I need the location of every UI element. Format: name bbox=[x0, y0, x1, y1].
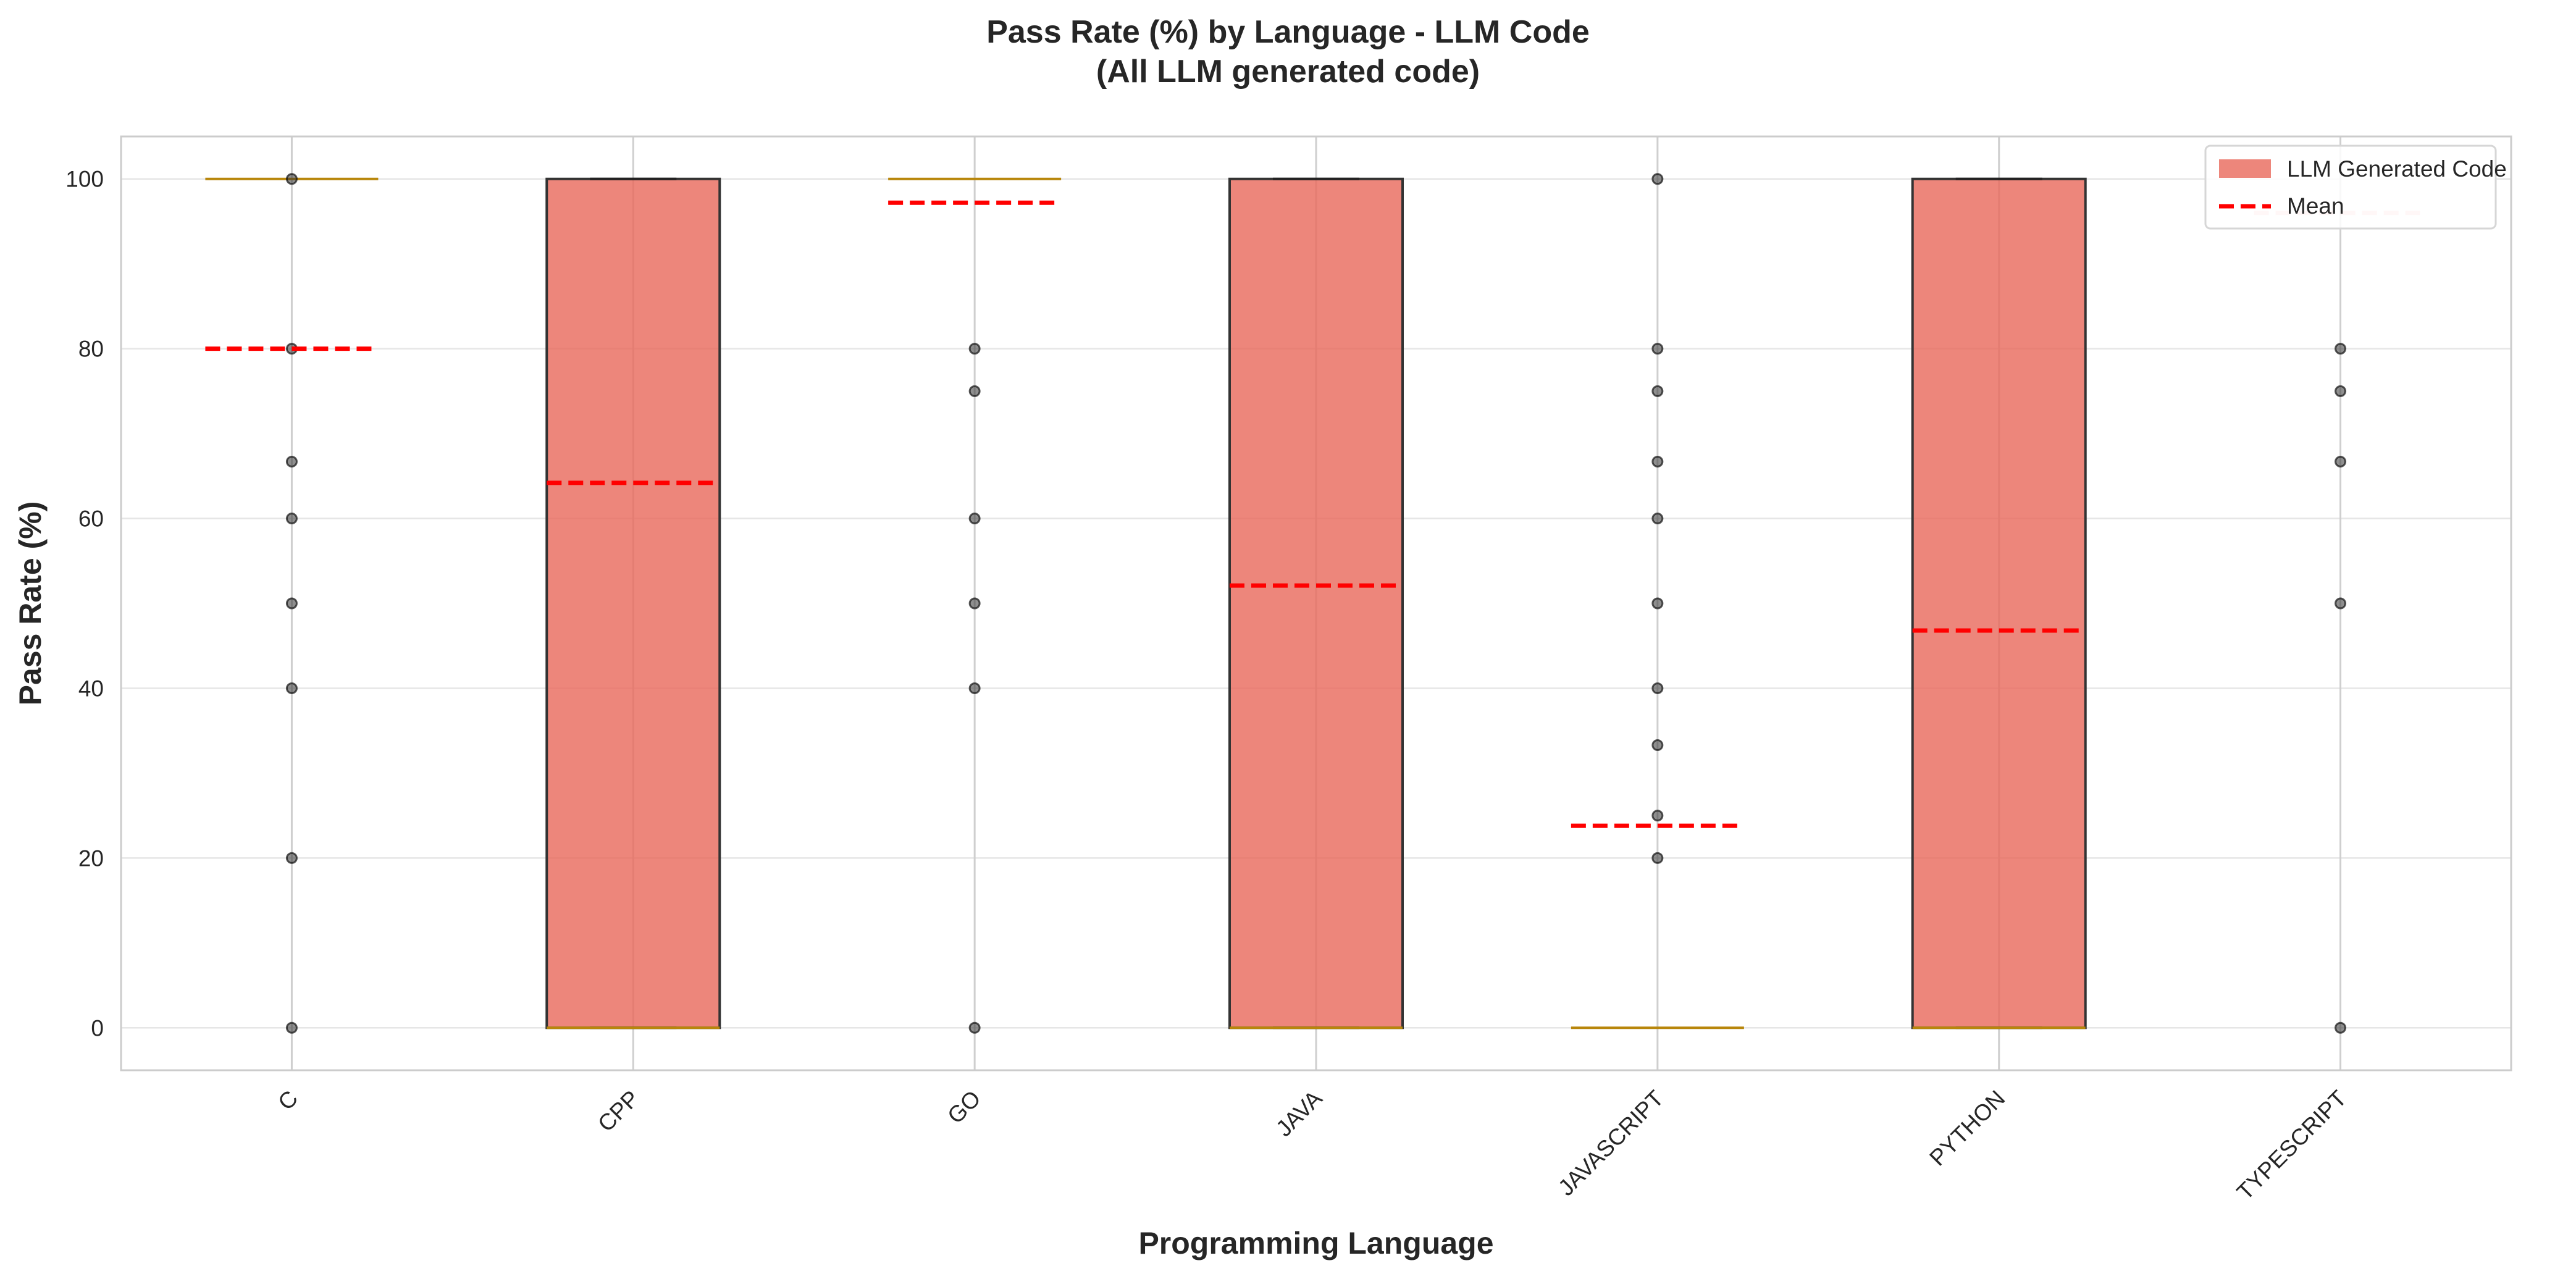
outlier-point bbox=[285, 455, 298, 468]
outlier-point bbox=[1651, 385, 1664, 397]
outlier-point bbox=[2335, 1021, 2347, 1034]
y-tick-label: 100 bbox=[65, 167, 104, 192]
legend-box bbox=[2204, 145, 2497, 230]
legend-label-mean: Mean bbox=[2287, 193, 2344, 219]
outlier-point bbox=[1651, 455, 1664, 468]
outlier-point bbox=[285, 682, 298, 694]
y-tick-label: 0 bbox=[91, 1015, 104, 1041]
legend-label-box: LLM Generated Code bbox=[2287, 156, 2507, 182]
x-tick-label-java: JAVA bbox=[1271, 1085, 1327, 1141]
outlier-point bbox=[285, 852, 298, 864]
outlier-point bbox=[1651, 682, 1664, 694]
outlier-point bbox=[285, 513, 298, 525]
outlier-point bbox=[968, 597, 981, 610]
box-cpp bbox=[545, 177, 721, 1029]
x-tick-label-go: GO bbox=[942, 1086, 986, 1129]
x-tick-label-javascript: JAVASCRIPT bbox=[1553, 1086, 1668, 1201]
chart-title: Pass Rate (%) by Language - LLM Code bbox=[986, 14, 1590, 50]
box-java bbox=[1228, 177, 1404, 1029]
x-tick-label-cpp: CPP bbox=[593, 1086, 644, 1137]
outlier-point bbox=[968, 385, 981, 397]
outlier-point bbox=[1651, 343, 1664, 355]
outlier-point bbox=[1651, 739, 1664, 752]
outlier-point bbox=[968, 1021, 981, 1034]
outlier-point bbox=[285, 173, 298, 185]
outlier-point bbox=[285, 1021, 298, 1034]
x-axis-title: Programming Language bbox=[1138, 1226, 1493, 1260]
y-tick-label: 40 bbox=[78, 676, 104, 701]
box-python bbox=[1911, 177, 2087, 1029]
outlier-point bbox=[2335, 455, 2347, 468]
outlier-point bbox=[1651, 513, 1664, 525]
chart-subtitle: (All LLM generated code) bbox=[1096, 54, 1480, 90]
axes-frame bbox=[120, 135, 2512, 1071]
y-tick-label: 20 bbox=[78, 845, 104, 871]
outlier-point bbox=[285, 597, 298, 610]
outlier-point bbox=[1651, 852, 1664, 864]
x-tick-label-c: C bbox=[273, 1086, 303, 1115]
outlier-point bbox=[1651, 173, 1664, 185]
outlier-point bbox=[1651, 597, 1664, 610]
outlier-point bbox=[2335, 343, 2347, 355]
outlier-point bbox=[968, 513, 981, 525]
y-axis-title: Pass Rate (%) bbox=[13, 501, 48, 706]
outlier-point bbox=[2335, 597, 2347, 610]
outlier-point bbox=[968, 682, 981, 694]
x-tick-label-python: PYTHON bbox=[1924, 1086, 2010, 1171]
x-tick-label-typescript: TYPESCRIPT bbox=[2232, 1086, 2351, 1205]
outlier-point bbox=[968, 343, 981, 355]
legend-swatch-box bbox=[2219, 159, 2271, 178]
y-tick-label: 60 bbox=[78, 506, 104, 532]
outlier-point bbox=[1651, 810, 1664, 822]
y-tick-label: 80 bbox=[78, 337, 104, 362]
outlier-point bbox=[2335, 385, 2347, 397]
